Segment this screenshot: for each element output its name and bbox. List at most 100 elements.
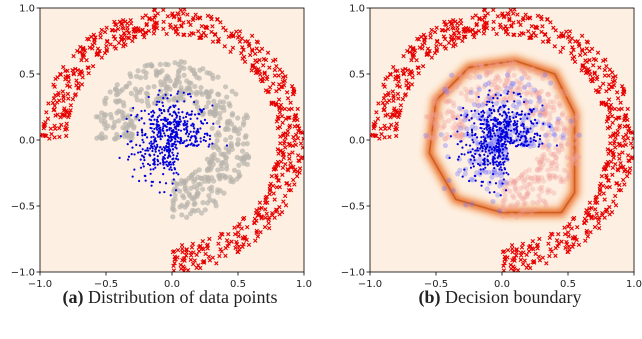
data-point <box>492 156 495 159</box>
data-point <box>507 18 512 23</box>
data-point <box>604 89 609 94</box>
data-point <box>265 74 270 80</box>
data-point <box>64 133 69 139</box>
data-point <box>169 166 172 169</box>
data-point <box>551 131 557 137</box>
data-point <box>405 67 410 73</box>
data-point <box>150 136 153 139</box>
data-point <box>217 235 223 241</box>
data-point <box>541 178 547 184</box>
data-point <box>215 17 220 22</box>
data-point <box>491 168 498 174</box>
data-point <box>478 142 481 145</box>
data-point <box>591 56 597 62</box>
data-point <box>524 135 527 139</box>
data-point <box>537 90 543 96</box>
data-point <box>498 22 503 27</box>
data-point <box>571 215 577 221</box>
data-point <box>156 145 159 148</box>
data-point <box>382 84 387 89</box>
data-point <box>504 72 511 78</box>
data-point <box>415 65 420 70</box>
data-point <box>131 125 137 131</box>
data-point <box>452 36 457 42</box>
data-point <box>524 140 527 144</box>
data-point <box>196 249 202 254</box>
data-point <box>508 95 514 101</box>
data-point <box>571 153 578 159</box>
data-point <box>259 205 264 211</box>
data-point <box>545 189 551 195</box>
data-point <box>528 84 534 91</box>
data-point <box>622 138 627 143</box>
data-point <box>376 101 381 106</box>
data-point <box>56 98 62 103</box>
data-point <box>545 119 551 126</box>
data-point <box>597 192 602 197</box>
data-point <box>437 111 444 118</box>
data-point <box>614 181 620 186</box>
data-point <box>181 11 186 16</box>
data-point <box>620 150 625 155</box>
data-point <box>156 125 159 128</box>
data-point <box>139 166 143 169</box>
data-point <box>220 232 225 237</box>
data-point <box>458 90 464 96</box>
data-point <box>178 64 184 70</box>
data-point <box>434 38 440 44</box>
data-point <box>538 159 544 165</box>
data-point <box>206 193 212 199</box>
data-point <box>186 93 190 96</box>
data-point <box>494 134 497 137</box>
data-point <box>451 131 457 137</box>
data-point <box>526 144 529 148</box>
data-point <box>520 261 526 267</box>
data-point <box>192 100 196 104</box>
data-point <box>174 104 177 107</box>
data-point <box>422 38 427 43</box>
data-point <box>541 155 547 161</box>
data-point <box>190 110 194 113</box>
data-point <box>114 99 120 105</box>
data-point <box>156 128 159 131</box>
data-point <box>546 36 551 42</box>
data-point <box>549 159 556 166</box>
data-point <box>203 25 209 30</box>
data-point <box>265 200 270 205</box>
data-point <box>194 99 200 105</box>
data-point <box>196 128 199 131</box>
data-point <box>256 67 261 72</box>
data-point <box>387 126 392 131</box>
data-point <box>174 134 178 138</box>
data-point <box>534 156 541 162</box>
data-point <box>477 149 480 152</box>
data-point <box>500 139 503 142</box>
data-point <box>171 136 174 139</box>
data-point <box>51 82 56 87</box>
data-point <box>493 161 497 164</box>
data-point <box>177 125 180 128</box>
data-point <box>250 48 255 54</box>
data-point <box>118 156 121 159</box>
data-point <box>406 86 411 91</box>
data-point <box>179 202 185 208</box>
data-point <box>538 164 544 170</box>
data-point <box>120 125 126 131</box>
data-point <box>104 47 110 52</box>
data-point <box>456 142 459 146</box>
data-point <box>184 145 188 148</box>
data-point <box>459 122 465 128</box>
data-point <box>471 138 474 141</box>
data-point <box>200 110 203 114</box>
data-point <box>542 112 548 119</box>
data-point <box>53 113 58 118</box>
data-point <box>190 124 193 127</box>
data-point <box>572 134 578 140</box>
data-point <box>541 109 547 115</box>
data-point <box>568 118 574 124</box>
data-point <box>186 111 189 114</box>
data-point <box>159 135 162 138</box>
data-point <box>401 71 406 76</box>
data-point <box>156 143 159 146</box>
data-point <box>65 91 71 97</box>
